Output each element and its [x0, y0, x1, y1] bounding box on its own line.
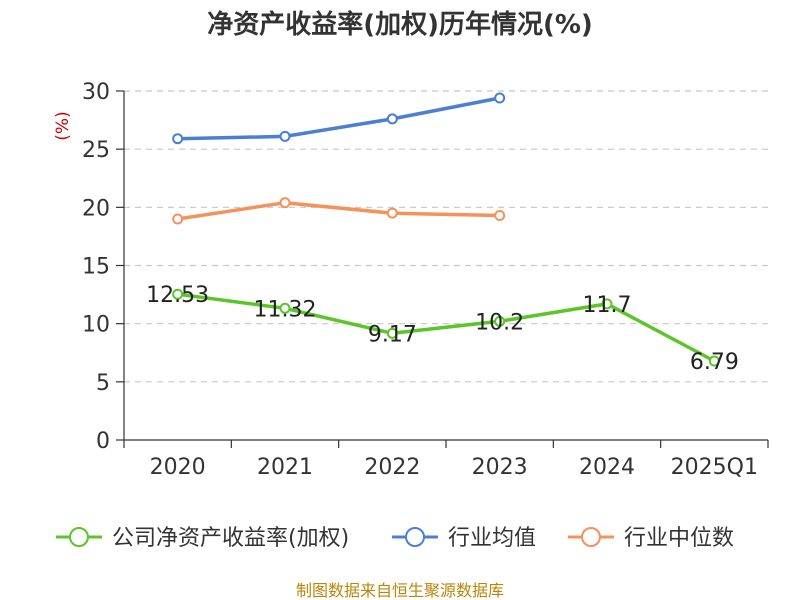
data-point	[386, 327, 398, 339]
legend-item-1: 公司净资产收益率(加权)	[56, 526, 349, 551]
y-tick-label: 25	[82, 138, 110, 163]
data-point	[494, 92, 506, 104]
data-point	[172, 213, 184, 225]
legend-item-3: 行业中位数	[568, 526, 734, 551]
y-tick-label: 30	[82, 80, 110, 105]
data-point	[386, 113, 398, 125]
legend-swatch-marker	[405, 527, 425, 547]
y-tick-label: 5	[96, 371, 110, 396]
series-line-3	[175, 200, 502, 221]
data-labels: 12.53 11.32 9.17 10.2 11.7 6.79	[146, 283, 739, 375]
data-label: 11.32	[254, 297, 317, 322]
legend-swatch-marker	[69, 527, 89, 547]
y-tick-label: 0	[96, 429, 110, 454]
x-tick-label: 2024	[579, 455, 635, 480]
legend-label: 行业中位数	[624, 526, 734, 551]
y-tick-label: 15	[82, 255, 110, 280]
legend-label: 公司净资产收益率(加权)	[112, 526, 349, 551]
data-point	[601, 298, 613, 310]
series-layer	[172, 92, 720, 367]
data-point	[494, 209, 506, 221]
legend-item-2: 行业均值	[392, 526, 536, 551]
data-label: 11.7	[583, 293, 632, 318]
legend-swatch-marker	[581, 527, 601, 547]
chart-title: 净资产收益率(加权)历年情况(%)	[207, 9, 593, 40]
source-note: 制图数据来自恒生聚源数据库	[296, 581, 504, 600]
data-label: 6.79	[690, 350, 739, 375]
data-point	[708, 355, 720, 367]
legend: 公司净资产收益率(加权) 行业均值 行业中位数	[56, 526, 734, 551]
data-point	[494, 315, 506, 327]
data-label: 9.17	[368, 322, 417, 347]
data-point	[172, 133, 184, 145]
axes: 0 5 10 15 20 25 30 2020 2021 2022 2023 2024 2025Q1	[82, 80, 769, 480]
series-line-2	[175, 96, 502, 141]
x-tick-label: 2025Q1	[671, 455, 758, 480]
y-axis-label: (%)	[53, 111, 73, 140]
y-tick-label: 10	[82, 313, 110, 338]
data-point	[279, 130, 291, 142]
data-label: 12.53	[146, 283, 209, 308]
series-line-1	[175, 292, 717, 363]
legend-label: 行业均值	[448, 526, 536, 551]
data-label: 10.2	[475, 310, 524, 335]
y-tick-label: 20	[82, 196, 110, 221]
data-point	[279, 197, 291, 209]
data-point	[279, 302, 291, 314]
data-point	[386, 207, 398, 219]
x-tick-label: 2023	[472, 455, 528, 480]
x-tick-label: 2022	[364, 455, 420, 480]
data-point	[172, 288, 184, 300]
gridlines	[124, 90, 768, 383]
x-tick-label: 2020	[150, 455, 206, 480]
x-tick-label: 2021	[257, 455, 313, 480]
